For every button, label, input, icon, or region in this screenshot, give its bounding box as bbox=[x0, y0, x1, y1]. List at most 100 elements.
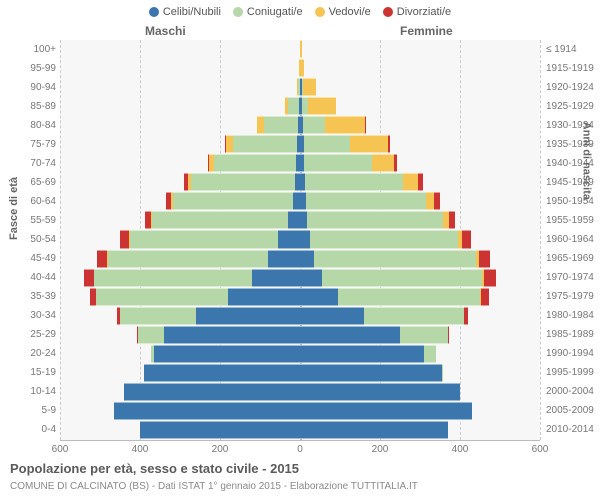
female-bar bbox=[300, 154, 540, 172]
birth-year-label: 1995-1999 bbox=[546, 368, 594, 378]
seg-cel bbox=[278, 230, 300, 248]
age-label: 65-69 bbox=[20, 178, 56, 188]
seg-div bbox=[365, 116, 366, 134]
female-bar bbox=[300, 116, 540, 134]
male-bar bbox=[60, 97, 300, 115]
seg-div bbox=[97, 250, 107, 268]
plot-area bbox=[60, 40, 540, 441]
seg-cel bbox=[140, 421, 300, 439]
seg-ved bbox=[325, 116, 365, 134]
seg-cel bbox=[164, 326, 300, 344]
legend-swatch bbox=[383, 7, 393, 17]
seg-con bbox=[130, 230, 278, 248]
seg-con bbox=[173, 192, 293, 210]
seg-con bbox=[94, 269, 252, 287]
age-label: 10-14 bbox=[20, 387, 56, 397]
male-bar bbox=[60, 307, 300, 325]
legend-item: Coniugati/e bbox=[233, 6, 303, 18]
seg-div bbox=[449, 211, 455, 229]
seg-cel bbox=[300, 402, 472, 420]
pyramid-row bbox=[60, 59, 540, 77]
female-bar bbox=[300, 383, 540, 401]
female-bar bbox=[300, 211, 540, 229]
age-label: 30-34 bbox=[20, 311, 56, 321]
birth-year-label: 1960-1964 bbox=[546, 235, 594, 245]
x-tick-label: 600 bbox=[52, 444, 69, 455]
male-bar bbox=[60, 211, 300, 229]
birth-year-label: 1950-1954 bbox=[546, 197, 594, 207]
seg-con bbox=[307, 211, 443, 229]
legend-swatch bbox=[149, 7, 159, 17]
seg-cel bbox=[300, 364, 442, 382]
seg-ved bbox=[303, 78, 316, 96]
age-label: 85-89 bbox=[20, 102, 56, 112]
seg-ved bbox=[403, 173, 418, 191]
female-bar bbox=[300, 40, 540, 58]
female-bar bbox=[300, 59, 540, 77]
age-label: 20-24 bbox=[20, 349, 56, 359]
seg-con bbox=[264, 116, 298, 134]
seg-div bbox=[120, 230, 129, 248]
pyramid-row bbox=[60, 97, 540, 115]
seg-div bbox=[462, 230, 471, 248]
seg-div bbox=[464, 307, 468, 325]
female-bar bbox=[300, 78, 540, 96]
age-label: 55-59 bbox=[20, 216, 56, 226]
age-label: 0-4 bbox=[20, 425, 56, 435]
pyramid-row bbox=[60, 211, 540, 229]
seg-con bbox=[364, 307, 464, 325]
male-bar bbox=[60, 402, 300, 420]
legend-label: Coniugati/e bbox=[247, 6, 303, 18]
seg-cel bbox=[300, 211, 307, 229]
legend-item: Divorziati/e bbox=[383, 6, 451, 18]
male-bar bbox=[60, 116, 300, 134]
pyramid-row bbox=[60, 269, 540, 287]
male-bar bbox=[60, 421, 300, 439]
seg-div bbox=[84, 269, 94, 287]
seg-div bbox=[481, 288, 489, 306]
pyramid-row bbox=[60, 345, 540, 363]
pyramid-row bbox=[60, 402, 540, 420]
seg-cel bbox=[300, 250, 314, 268]
age-label: 70-74 bbox=[20, 159, 56, 169]
seg-cel bbox=[114, 402, 300, 420]
birth-year-label: 1940-1944 bbox=[546, 159, 594, 169]
male-bar bbox=[60, 192, 300, 210]
legend-swatch bbox=[233, 7, 243, 17]
seg-con bbox=[304, 154, 372, 172]
male-bar bbox=[60, 230, 300, 248]
gridline bbox=[540, 40, 541, 440]
pyramid-row bbox=[60, 230, 540, 248]
male-bar bbox=[60, 383, 300, 401]
birth-year-label: 1945-1949 bbox=[546, 178, 594, 188]
seg-cel bbox=[300, 307, 364, 325]
male-bar bbox=[60, 250, 300, 268]
female-bar bbox=[300, 192, 540, 210]
pyramid-row bbox=[60, 421, 540, 439]
female-bar bbox=[300, 402, 540, 420]
pyramid-row bbox=[60, 307, 540, 325]
header-male: Maschi bbox=[145, 24, 186, 38]
male-bar bbox=[60, 173, 300, 191]
seg-con bbox=[338, 288, 480, 306]
birth-year-label: 1985-1989 bbox=[546, 330, 594, 340]
x-tick-label: 400 bbox=[452, 444, 469, 455]
birth-year-label: 2000-2004 bbox=[546, 387, 594, 397]
seg-con bbox=[400, 326, 448, 344]
seg-con bbox=[306, 192, 426, 210]
seg-cel bbox=[124, 383, 300, 401]
seg-cel bbox=[300, 230, 310, 248]
female-bar bbox=[300, 250, 540, 268]
seg-cel bbox=[154, 345, 300, 363]
pyramid-row bbox=[60, 154, 540, 172]
pyramid-row bbox=[60, 116, 540, 134]
seg-con bbox=[120, 307, 196, 325]
seg-con bbox=[304, 135, 350, 153]
seg-ved bbox=[257, 116, 264, 134]
legend-swatch bbox=[315, 7, 325, 17]
male-bar bbox=[60, 269, 300, 287]
female-bar bbox=[300, 288, 540, 306]
seg-cel bbox=[288, 211, 300, 229]
seg-cel bbox=[228, 288, 300, 306]
female-bar bbox=[300, 97, 540, 115]
